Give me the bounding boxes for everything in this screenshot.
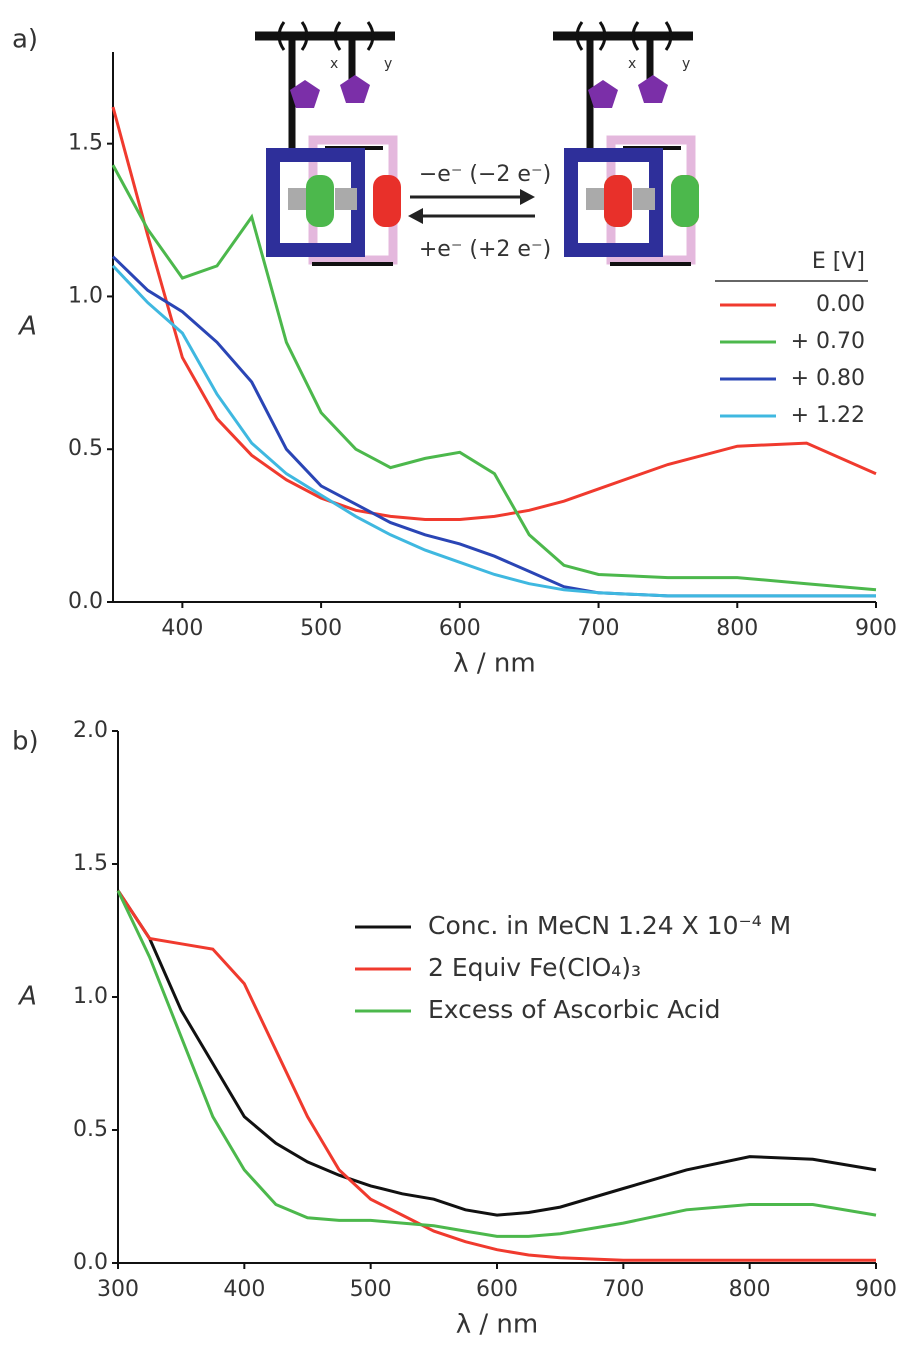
y-tick-label: 1.5 bbox=[68, 131, 103, 156]
x-tick-label: 900 bbox=[855, 616, 897, 641]
legend-title: E [V] bbox=[812, 249, 865, 274]
x-tick-label: 800 bbox=[716, 616, 758, 641]
x-tick-label: 700 bbox=[578, 616, 620, 641]
x-axis-label: λ / nm bbox=[456, 1310, 538, 1340]
y-tick-label: 0.5 bbox=[73, 1117, 108, 1142]
legend-label: + 0.70 bbox=[791, 329, 865, 354]
y-tick-label: 1.5 bbox=[73, 851, 108, 876]
data-line bbox=[116, 889, 877, 1217]
molecule bbox=[553, 22, 699, 264]
y-axis-label: A bbox=[17, 312, 37, 342]
panel-label: b) bbox=[12, 727, 39, 757]
y-tick-label: 0.0 bbox=[73, 1250, 108, 1275]
subscript: x bbox=[628, 56, 636, 72]
data-line bbox=[116, 889, 877, 1238]
data-line bbox=[111, 164, 877, 592]
molecule bbox=[255, 21, 401, 266]
legend-label: Excess of Ascorbic Acid bbox=[428, 995, 721, 1024]
legend-label: 2 Equiv Fe(ClO₄)₃ bbox=[428, 953, 641, 982]
data-line bbox=[111, 255, 876, 598]
x-tick-label: 500 bbox=[350, 1277, 392, 1302]
x-axis-label: λ / nm bbox=[453, 649, 535, 679]
data-line bbox=[111, 106, 877, 521]
y-tick-label: 0.5 bbox=[68, 436, 103, 461]
y-axis-label: A bbox=[17, 982, 37, 1012]
y-tick-label: 1.0 bbox=[68, 283, 103, 308]
x-tick-label: 400 bbox=[161, 616, 203, 641]
x-tick-label: 800 bbox=[729, 1277, 771, 1302]
subscript: y bbox=[682, 56, 690, 72]
x-tick-label: 600 bbox=[476, 1277, 518, 1302]
legend-label: + 0.80 bbox=[791, 366, 865, 391]
y-tick-label: 0.0 bbox=[68, 589, 103, 614]
data-line bbox=[111, 264, 876, 598]
subscript: x bbox=[330, 56, 338, 72]
x-tick-label: 600 bbox=[439, 616, 481, 641]
x-tick-label: 700 bbox=[602, 1277, 644, 1302]
inset-diagram: x y x y −e⁻ (−2 e⁻) +e⁻ (+2 e⁻) bbox=[255, 22, 699, 264]
panel-label: a) bbox=[12, 25, 38, 55]
legend-label: 0.00 bbox=[816, 292, 865, 317]
legend-label: Conc. in MeCN 1.24 X 10⁻⁴ M bbox=[428, 911, 791, 940]
subscript: y bbox=[384, 56, 392, 72]
annotation: −e⁻ (−2 e⁻) bbox=[419, 162, 551, 187]
x-tick-label: 300 bbox=[97, 1277, 139, 1302]
y-tick-label: 2.0 bbox=[73, 718, 108, 743]
legend-label: + 1.22 bbox=[791, 403, 865, 428]
x-tick-label: 900 bbox=[855, 1277, 897, 1302]
y-tick-label: 1.0 bbox=[73, 984, 108, 1009]
x-tick-label: 400 bbox=[223, 1277, 265, 1302]
annotation: +e⁻ (+2 e⁻) bbox=[419, 237, 551, 262]
x-tick-label: 500 bbox=[300, 616, 342, 641]
